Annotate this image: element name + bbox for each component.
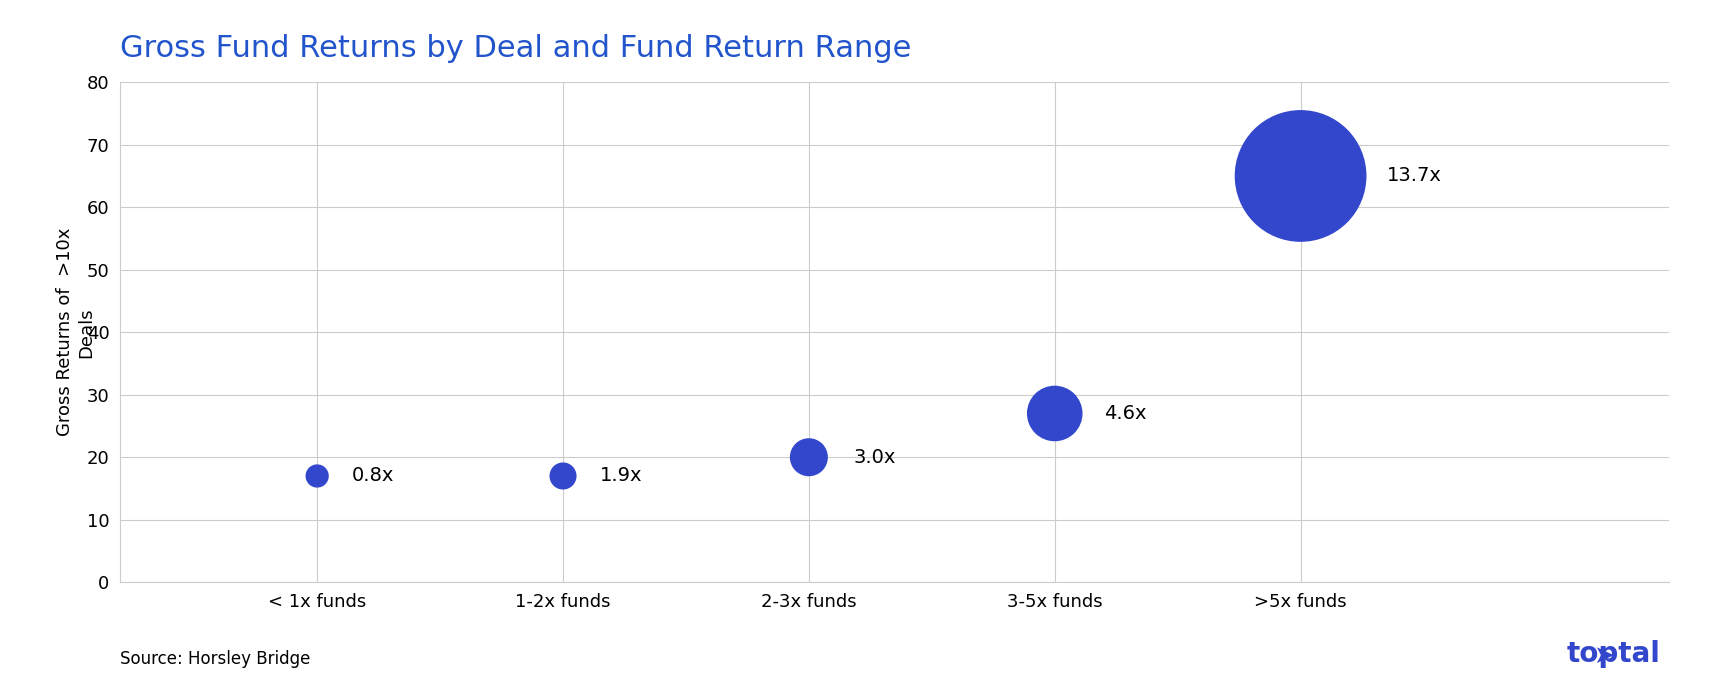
Text: 4.6x: 4.6x [1103, 404, 1146, 423]
Point [795, 452, 823, 463]
Text: Gross Fund Returns by Deal and Fund Return Range: Gross Fund Returns by Deal and Fund Retu… [120, 34, 912, 63]
Point [1041, 408, 1069, 419]
Text: Source: Horsley Bridge: Source: Horsley Bridge [120, 650, 312, 668]
Point [549, 471, 577, 482]
Text: 13.7x: 13.7x [1387, 166, 1442, 186]
Text: ➤: ➤ [1594, 644, 1614, 668]
Text: 1.9x: 1.9x [601, 466, 642, 486]
Point [303, 471, 330, 482]
Y-axis label: Gross Returns of  >10x
Deals: Gross Returns of >10x Deals [57, 228, 95, 436]
Point [1287, 171, 1315, 182]
Text: toptal: toptal [1566, 640, 1661, 668]
Text: 3.0x: 3.0x [854, 448, 895, 466]
Text: 0.8x: 0.8x [351, 466, 394, 486]
